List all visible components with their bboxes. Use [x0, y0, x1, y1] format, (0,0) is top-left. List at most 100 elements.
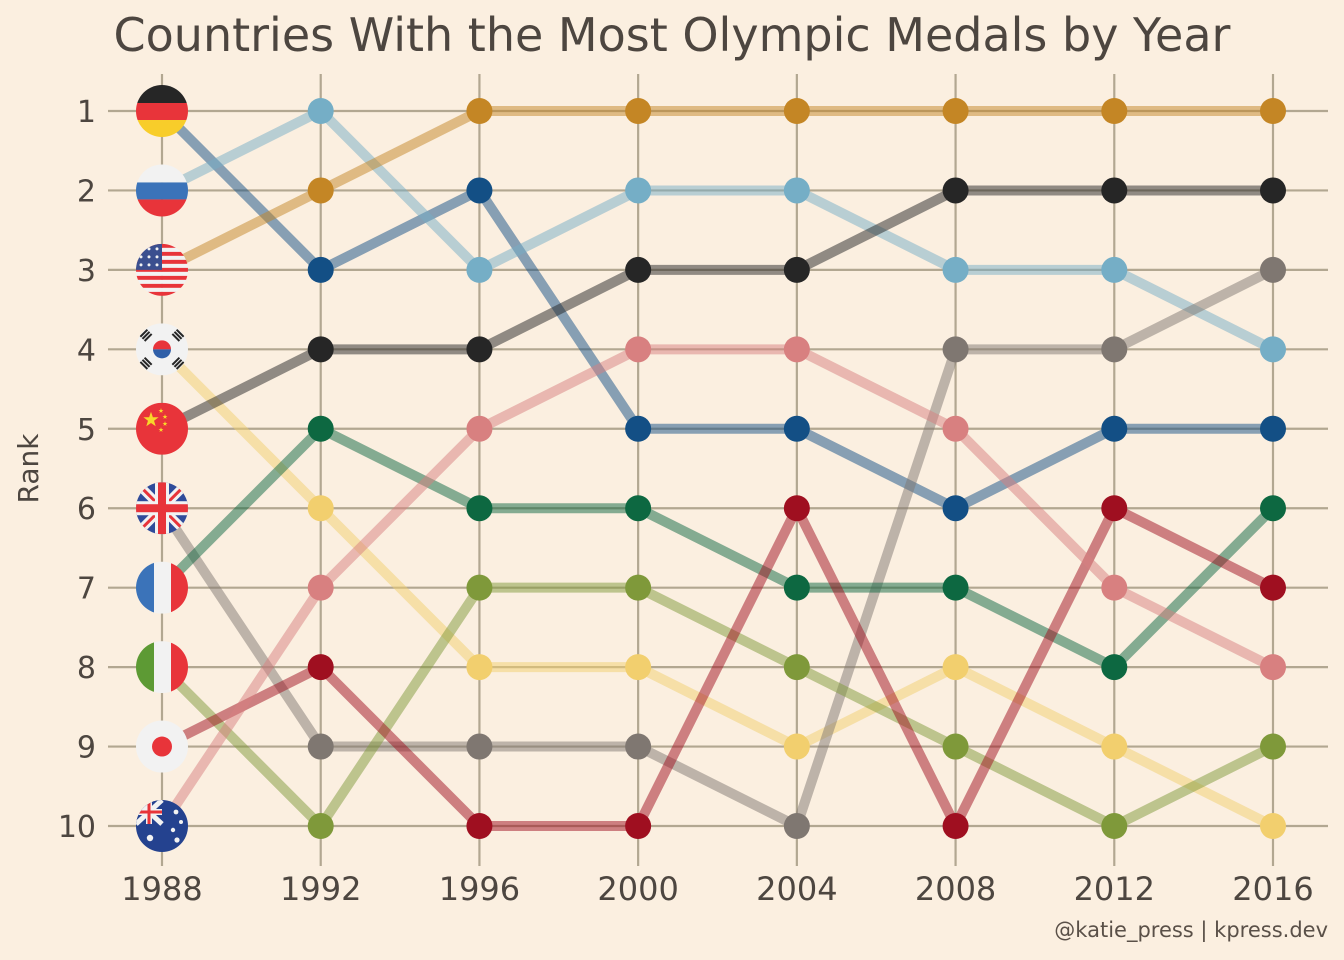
data-point	[466, 495, 493, 522]
point-layer	[307, 98, 1286, 839]
series-line	[157, 264, 1278, 831]
data-point	[1260, 733, 1286, 760]
data-point	[783, 415, 810, 442]
data-point	[783, 574, 810, 601]
data-point	[783, 336, 810, 363]
caption: @katie_press | kpress.dev	[1054, 918, 1328, 942]
data-point	[625, 574, 652, 601]
data-point	[466, 574, 493, 601]
data-point	[625, 813, 652, 839]
line-layer	[157, 106, 1278, 831]
data-point	[942, 813, 969, 839]
x-tick-label: 2012	[1074, 870, 1155, 908]
y-tick-label: 6	[77, 492, 96, 527]
data-point	[942, 256, 969, 283]
series-line	[157, 344, 1278, 831]
data-point	[307, 654, 334, 681]
data-point	[942, 415, 969, 442]
data-point	[466, 654, 493, 681]
data-point	[307, 813, 334, 839]
data-point	[466, 733, 493, 760]
data-point	[942, 574, 969, 601]
data-point	[1260, 336, 1286, 363]
y-tick-label: 5	[77, 413, 96, 448]
y-tick-label: 8	[77, 651, 96, 686]
y-tick-label: 10	[58, 810, 96, 845]
data-point	[942, 495, 969, 522]
data-point	[783, 495, 810, 522]
data-point	[466, 256, 493, 283]
y-tick-label: 3	[77, 254, 96, 289]
x-tick-label: 2004	[756, 870, 837, 908]
data-point	[1260, 813, 1286, 839]
data-point	[625, 415, 652, 442]
italy-flag-icon	[136, 641, 188, 694]
y-tick-label: 7	[77, 572, 96, 607]
data-point	[783, 177, 810, 204]
data-point	[1101, 177, 1128, 204]
data-point	[466, 813, 493, 839]
data-point	[1101, 98, 1128, 124]
data-point	[783, 813, 810, 839]
series-line	[157, 423, 1278, 673]
data-point	[1260, 495, 1286, 522]
series-line	[157, 106, 1278, 355]
chart-title: Countries With the Most Olympic Medals b…	[113, 8, 1231, 62]
data-point	[625, 654, 652, 681]
south-korea-flag-icon	[136, 323, 188, 376]
data-point	[625, 177, 652, 204]
data-point	[466, 177, 493, 204]
y-axis-label: Rank	[12, 433, 45, 504]
data-point	[942, 177, 969, 204]
data-point	[466, 336, 493, 363]
data-point	[625, 495, 652, 522]
series-line	[157, 582, 1278, 831]
data-point	[1260, 654, 1286, 681]
australia-flag-icon	[136, 800, 188, 852]
x-tick-label: 2008	[915, 870, 996, 908]
data-point	[307, 733, 334, 760]
russia-flag-icon	[136, 164, 188, 217]
series-line	[157, 106, 1278, 514]
x-tick-label: 2016	[1232, 870, 1313, 908]
x-tick-label: 1988	[121, 870, 202, 908]
data-point	[625, 733, 652, 760]
uk-flag-icon	[136, 482, 188, 535]
y-tick-label: 4	[77, 333, 96, 368]
data-point	[466, 415, 493, 442]
data-point	[942, 733, 969, 760]
france-flag-icon	[136, 561, 188, 614]
germany-flag-icon	[136, 85, 188, 137]
data-point	[1260, 98, 1286, 124]
data-point	[1260, 177, 1286, 204]
x-tick-label: 2000	[597, 870, 678, 908]
data-point	[942, 98, 969, 124]
data-point	[625, 98, 652, 124]
flag-layer	[136, 85, 188, 852]
axis-layer: 1 2 3 4 5 6 7 8 9 10 1988 1992 1996 2000 2004 2008 2012 2…	[12, 95, 1314, 908]
series-line	[157, 106, 1278, 275]
data-point	[1101, 654, 1128, 681]
data-point	[783, 654, 810, 681]
data-point	[783, 98, 810, 124]
data-point	[1260, 415, 1286, 442]
y-tick-label: 2	[77, 174, 96, 209]
data-point	[783, 733, 810, 760]
data-point	[1101, 415, 1128, 442]
usa-flag-icon	[136, 243, 188, 296]
china-flag-icon	[136, 402, 188, 455]
data-point	[307, 98, 334, 124]
data-point	[1260, 256, 1286, 283]
data-point	[307, 336, 334, 363]
data-point	[942, 654, 969, 681]
data-point	[625, 336, 652, 363]
data-point	[942, 336, 969, 363]
data-point	[625, 256, 652, 283]
x-tick-label: 1992	[280, 870, 361, 908]
data-point	[466, 98, 493, 124]
data-point	[1101, 733, 1128, 760]
data-point	[1101, 574, 1128, 601]
data-point	[307, 495, 334, 522]
